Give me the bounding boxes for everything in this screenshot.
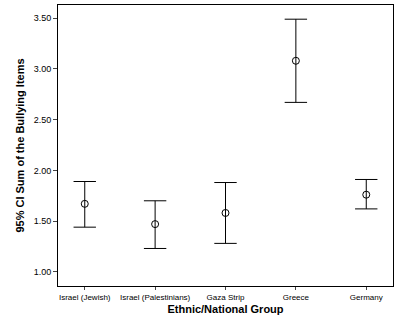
svg-text:1.50: 1.50 [34,216,52,226]
svg-text:Ethnic/National Group: Ethnic/National Group [167,303,283,315]
svg-text:Greece: Greece [283,293,310,302]
svg-text:2.00: 2.00 [34,166,52,176]
svg-text:Gaza Strip: Gaza Strip [207,293,245,302]
svg-text:Israel (Jewish): Israel (Jewish) [59,293,111,302]
svg-text:1.00: 1.00 [34,267,52,277]
svg-text:3.50: 3.50 [34,13,52,23]
svg-text:Germany: Germany [350,293,383,302]
svg-text:Israel (Palestinians): Israel (Palestinians) [120,293,191,302]
svg-text:2.50: 2.50 [34,115,52,125]
svg-text:3.00: 3.00 [34,64,52,74]
svg-text:95% CI Sum of the Bullying Ite: 95% CI Sum of the Bullying Items [14,58,26,232]
